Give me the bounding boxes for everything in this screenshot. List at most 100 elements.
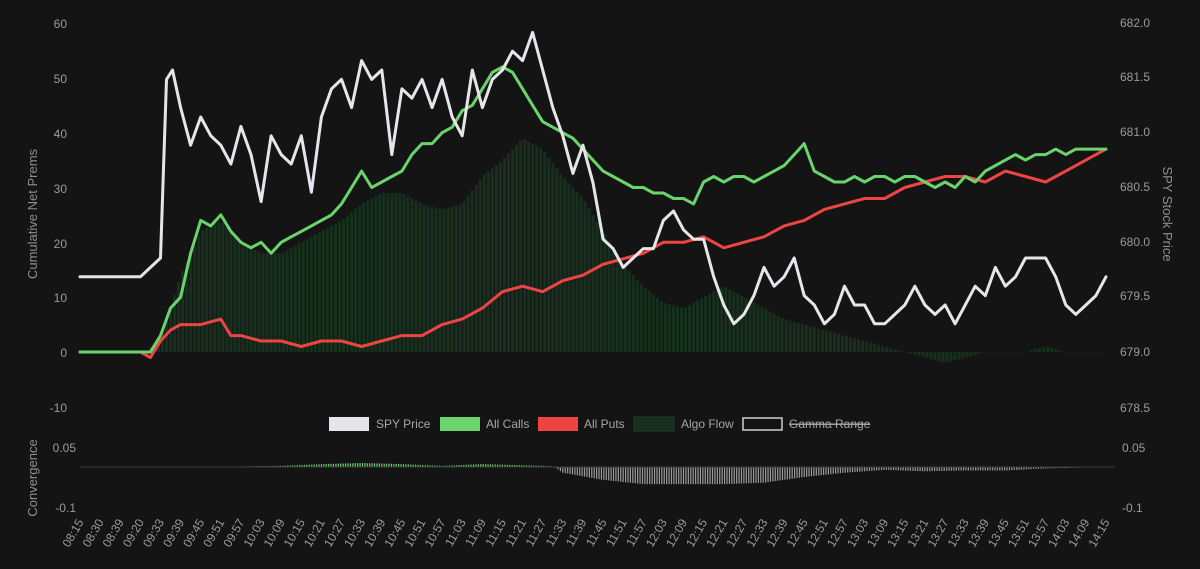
convergence-bar <box>562 467 563 473</box>
convergence-bar <box>792 467 793 479</box>
convergence-bar <box>842 467 843 473</box>
convergence-bar <box>951 467 952 471</box>
algo-flow-bar <box>652 294 655 352</box>
legend-item-all-puts[interactable]: All Puts <box>538 417 625 431</box>
algo-flow-bar <box>881 346 884 352</box>
algo-flow-bar <box>1034 349 1037 352</box>
algo-flow-bar <box>366 201 369 352</box>
convergence-bar <box>618 467 619 482</box>
algo-flow-bar <box>443 209 446 352</box>
convergence-bar <box>681 467 682 484</box>
convergence-bar <box>864 467 865 471</box>
convergence-bar <box>794 467 795 478</box>
algo-flow-bar <box>306 239 309 352</box>
convergence-bar <box>676 467 677 484</box>
algo-flow-bar <box>805 325 808 352</box>
algo-flow-bar <box>909 352 912 354</box>
algo-flow-bar <box>760 307 763 352</box>
algo-flow-bar <box>394 193 397 352</box>
convergence-bar <box>796 467 797 478</box>
convergence-bar <box>939 467 940 471</box>
algo-flow-bar <box>487 172 490 352</box>
algo-flow-bar <box>797 323 800 352</box>
algo-flow-bar <box>310 237 313 352</box>
y-right-tick: 680.0 <box>1120 235 1150 249</box>
convergence-bar <box>900 467 901 470</box>
algo-flow-bar <box>1094 352 1097 353</box>
convergence-bar <box>907 467 908 471</box>
convergence-bar <box>596 467 597 479</box>
algo-flow-bar <box>278 253 281 352</box>
algo-flow-bar <box>298 243 301 352</box>
algo-flow-bar <box>676 306 679 352</box>
algo-flow-bar <box>201 230 204 352</box>
algo-flow-bar <box>660 301 663 352</box>
y-right-tick: 680.5 <box>1120 180 1150 194</box>
convergence-bar <box>379 463 380 467</box>
convergence-bar <box>753 467 754 483</box>
algo-flow-bar <box>491 168 494 352</box>
convergence-bar <box>688 467 689 484</box>
algo-flow-bar <box>302 241 305 352</box>
algo-flow-bar <box>986 352 989 353</box>
convergence-bar <box>697 467 698 484</box>
convergence-tick-right: -0.1 <box>1122 501 1143 515</box>
algo-flow-bar <box>479 179 482 352</box>
algo-flow-bar <box>374 196 377 352</box>
convergence-bar <box>738 467 739 484</box>
algo-flow-bar <box>885 347 888 352</box>
algo-flow-bar <box>1006 352 1009 353</box>
algo-flow-bar <box>781 318 784 352</box>
algo-flow-bar <box>962 352 965 358</box>
convergence-bar <box>808 467 809 476</box>
algo-flow-bar <box>893 349 896 352</box>
convergence-bar <box>816 467 817 476</box>
x-tick-label: 14:15 <box>1085 516 1112 549</box>
algo-flow-bar <box>752 303 755 352</box>
algo-flow-bar <box>917 352 920 356</box>
algo-flow-bar <box>402 194 405 352</box>
convergence-bar <box>963 467 964 470</box>
algo-flow-bar <box>620 261 623 352</box>
algo-flow-bar <box>668 304 671 352</box>
convergence-bar <box>922 467 923 471</box>
convergence-bar <box>910 467 911 471</box>
convergence-bar <box>572 467 573 474</box>
algo-flow-bar <box>567 183 570 352</box>
algo-flow-bar <box>439 209 442 352</box>
convergence-bar <box>741 467 742 484</box>
convergence-bar <box>625 467 626 482</box>
algo-flow-bar <box>680 308 683 352</box>
convergence-bar <box>340 464 341 467</box>
algo-flow-bar <box>410 198 413 352</box>
algo-flow-bar <box>193 245 196 352</box>
convergence-bar <box>695 467 696 484</box>
convergence-bar <box>743 467 744 483</box>
algo-flow-bar <box>483 175 486 352</box>
algo-flow-bar <box>793 322 796 352</box>
algo-flow-bar <box>616 254 619 352</box>
algo-flow-bar <box>423 204 426 352</box>
convergence-bar <box>734 467 735 484</box>
convergence-bar <box>982 467 983 470</box>
convergence-bar <box>611 467 612 481</box>
convergence-bar <box>601 467 602 480</box>
convergence-bar <box>997 467 998 470</box>
convergence-bar <box>565 467 566 473</box>
convergence-bar <box>977 467 978 470</box>
legend-item-algo-flow[interactable]: Algo Flow <box>634 417 734 431</box>
algo-flow-bar <box>696 300 699 352</box>
algo-flow-bar <box>740 296 743 352</box>
convergence-bar <box>852 467 853 472</box>
algo-flow-bar <box>994 352 997 353</box>
algo-flow-bar <box>889 348 892 352</box>
algo-flow-bar <box>841 335 844 352</box>
legend-item-gamma-range[interactable]: Gamma Range <box>743 417 871 431</box>
legend-item-all-calls[interactable]: All Calls <box>440 417 529 431</box>
convergence-bar <box>854 467 855 472</box>
algo-flow-bar <box>342 219 345 352</box>
algo-flow-bar <box>475 185 478 352</box>
legend-item-spy-price[interactable]: SPY Price <box>329 417 431 431</box>
algo-flow-bar <box>511 149 514 352</box>
